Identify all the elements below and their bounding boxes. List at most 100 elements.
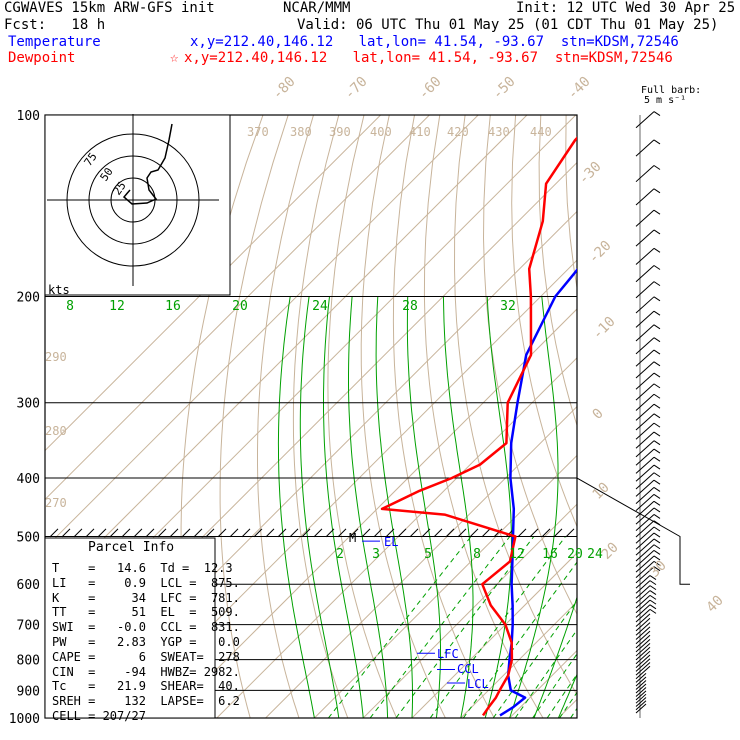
legend-dewpoint-label: Dewpoint bbox=[8, 50, 76, 66]
tropopause-hatch bbox=[133, 528, 143, 538]
wind-barb bbox=[635, 622, 651, 636]
wind-barb bbox=[635, 500, 655, 518]
wind-barb bbox=[635, 673, 647, 683]
temperature-tick-label: -30 bbox=[576, 159, 605, 188]
chart-frame bbox=[44, 114, 690, 719]
tropopause-hatch bbox=[373, 528, 383, 538]
wind-barb bbox=[635, 544, 655, 562]
wind-barb bbox=[635, 526, 655, 544]
tropopause-hatch bbox=[529, 528, 539, 538]
wind-barb-flag bbox=[653, 472, 661, 478]
moist-adiabat-line bbox=[533, 595, 577, 718]
mixing-ratio-line bbox=[532, 653, 577, 718]
moist-adiabat-line bbox=[406, 296, 441, 718]
wind-barb bbox=[635, 654, 651, 668]
moist-adiabat-line bbox=[509, 296, 559, 718]
mixing-ratio-line bbox=[546, 673, 577, 718]
hodograph bbox=[44, 114, 231, 296]
temperature-tick-label: -60 bbox=[416, 74, 445, 103]
wind-barb-flag bbox=[653, 550, 661, 555]
wind-barb-flag bbox=[653, 456, 661, 462]
dry-adiabat-line bbox=[482, 115, 577, 616]
mixing-ratio-line bbox=[328, 536, 472, 718]
moist-adiabat-line bbox=[484, 296, 512, 718]
moist-adiabat-line bbox=[607, 297, 740, 719]
theta-tick-label: 430 bbox=[488, 125, 510, 139]
tropopause-hatch bbox=[289, 528, 299, 538]
pressure-tick-label: 700 bbox=[17, 619, 40, 634]
wind-barb bbox=[635, 361, 655, 379]
isotherm-line bbox=[705, 115, 740, 718]
tropopause-hatch bbox=[229, 528, 239, 538]
wind-barb bbox=[635, 349, 655, 367]
parcel-info-row: CIN = -94 HWBZ= 2982. bbox=[52, 664, 240, 679]
dry-adiabat-line bbox=[453, 115, 577, 696]
barb-title: Full barb: bbox=[641, 85, 702, 96]
tropopause-hatch bbox=[205, 528, 215, 538]
hodograph-box bbox=[44, 114, 231, 296]
wind-barb-flag bbox=[653, 538, 661, 544]
level-m-label: M bbox=[349, 531, 357, 545]
parcel-info-row: CELL = 207/27 bbox=[52, 708, 146, 723]
pressure-tick-label: 900 bbox=[17, 684, 40, 699]
tropopause-hatch bbox=[481, 528, 491, 538]
wind-barb bbox=[635, 209, 655, 227]
dry-adiabat-line bbox=[565, 115, 577, 291]
parcel-info-row: SWI = -0.0 CCL = 831. bbox=[52, 620, 240, 635]
tropopause-hatch bbox=[253, 528, 263, 538]
tropopause-hatch bbox=[409, 528, 419, 538]
wind-barb bbox=[635, 608, 651, 623]
wind-barb bbox=[635, 613, 651, 627]
wind-barb-flag bbox=[653, 555, 661, 561]
wind-barb bbox=[635, 403, 655, 421]
isotherm-line bbox=[607, 115, 740, 718]
temperature-tick-label: -80 bbox=[270, 74, 299, 103]
dry-adiabat-line bbox=[667, 115, 740, 718]
dry-adiabat-line bbox=[718, 115, 740, 718]
isotherm-line bbox=[118, 259, 577, 718]
dry-adiabat-line bbox=[360, 115, 446, 718]
pressure-tick-label: 200 bbox=[17, 291, 40, 306]
wind-barb bbox=[635, 658, 651, 672]
tropopause-hatch bbox=[565, 528, 575, 538]
mixing-ratio-line bbox=[429, 536, 566, 718]
parcel-info-row: SREH = 132 LAPSE= 6.2 bbox=[52, 694, 240, 709]
mixing-ratio-tick-label: 12 bbox=[109, 299, 125, 314]
tropopause-hatch bbox=[397, 528, 407, 538]
wind-barb bbox=[635, 532, 655, 550]
wind-barb-flag bbox=[653, 520, 661, 526]
level-lfc-label: LFC bbox=[437, 647, 459, 661]
tropopause-hatch bbox=[349, 528, 359, 538]
wind-barb-flag bbox=[653, 337, 661, 343]
wind-barb bbox=[635, 310, 655, 328]
tropopause-hatch bbox=[385, 528, 395, 538]
isotherm-line bbox=[265, 405, 577, 718]
wind-barb-flag bbox=[653, 229, 661, 235]
tropopause-hatch bbox=[517, 528, 527, 538]
temperature-tick-label: -50 bbox=[490, 74, 519, 103]
isotherm-line bbox=[45, 115, 430, 501]
wind-panel-edge bbox=[576, 477, 690, 585]
dry-adiabat-line bbox=[642, 115, 740, 718]
wind-barb-flag bbox=[653, 448, 661, 454]
tropopause-hatch bbox=[301, 528, 311, 538]
pressure-tick-label: 400 bbox=[17, 472, 40, 487]
pressure-tick-label: 300 bbox=[17, 397, 40, 412]
wind-barb bbox=[635, 683, 647, 694]
wind-barb bbox=[635, 296, 655, 314]
temperature-tick-label: -40 bbox=[565, 74, 594, 103]
dry-adiabat-line bbox=[423, 115, 544, 718]
wind-barb bbox=[635, 337, 655, 355]
wind-barb bbox=[635, 630, 651, 645]
tropopause-hatch bbox=[85, 528, 95, 538]
tropopause-hatch bbox=[553, 528, 563, 538]
level-lcl-label: LCL bbox=[467, 677, 489, 691]
wind-barb bbox=[635, 550, 655, 567]
wind-barb bbox=[635, 111, 655, 129]
mixing-ratio-line bbox=[395, 536, 535, 718]
mixing-ratio-line bbox=[514, 629, 577, 718]
temperature-profile bbox=[499, 268, 577, 717]
wind-barbs bbox=[635, 111, 661, 718]
wind-barb bbox=[635, 494, 655, 511]
legend-temperature-label: Temperature bbox=[8, 34, 101, 50]
